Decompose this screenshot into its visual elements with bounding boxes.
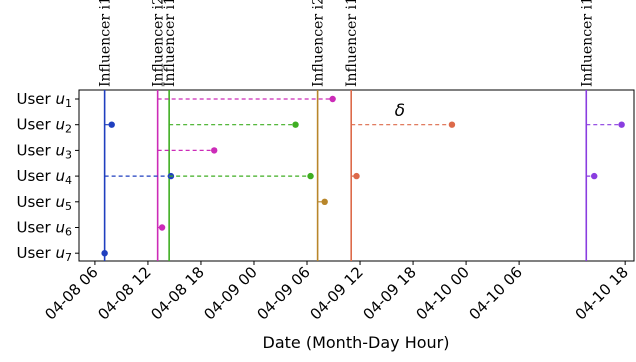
y-tick-label-2: User u2 [17,116,72,136]
y-tick-label-7: User u7 [17,244,72,264]
adoption-point-6 [211,147,218,154]
adoption-lines [101,95,625,257]
x-axis-label: Date (Month-Day Hour) [263,333,450,352]
plot-frame [78,89,635,262]
influencer-label-6: Influencer i1 [579,0,595,87]
adoption-point-9 [353,172,360,180]
influencer-label-4: Influencer i2 [311,0,327,87]
delta-annotation: δ [395,101,405,121]
influencer-label-1: Influencer i1 [98,0,114,87]
adoption-point-12 [158,224,166,231]
y-axis-ticks: User u1 User u2 User u3 User u4 User u5 User … [17,90,79,264]
adoption-point-13 [101,250,108,257]
influencer-label-5: Influencer i1 [344,0,360,87]
adoption-point-2 [292,121,299,128]
adoption-point-3 [448,121,456,128]
x-tick-label-5: 04-09 06 [253,263,313,323]
y-tick-label-1: User u1 [17,90,72,110]
x-tick-label-4: 04-09 00 [200,263,260,323]
x-tick-label-10: 04-10 18 [572,263,632,323]
x-tick-label-8: 04-10 00 [412,263,472,323]
adoption-point-10 [591,172,598,180]
influencer-label-3: Influencer i1 [162,0,178,87]
influencer-label-2: Influencer i2 [151,0,167,87]
x-tick-label-9: 04-10 06 [466,263,526,323]
adoption-point-1 [329,95,336,103]
x-tick-label-3: 04-08 18 [147,263,207,323]
adoption-point-8 [307,172,314,180]
adoption-point-5 [108,121,115,128]
x-tick-label-1: 04-08 06 [41,263,101,323]
adoption-point-4 [618,121,625,128]
x-tick-label-2: 04-08 12 [94,263,154,323]
x-tick-label-7: 04-09 18 [359,263,419,323]
y-tick-label-4: User u4 [17,167,72,187]
x-tick-label-6: 04-09 12 [306,263,366,323]
y-tick-label-6: User u6 [17,219,72,239]
adoption-point-11 [321,198,328,205]
y-tick-label-5: User u5 [17,193,72,213]
y-tick-label-3: User u3 [17,141,72,161]
